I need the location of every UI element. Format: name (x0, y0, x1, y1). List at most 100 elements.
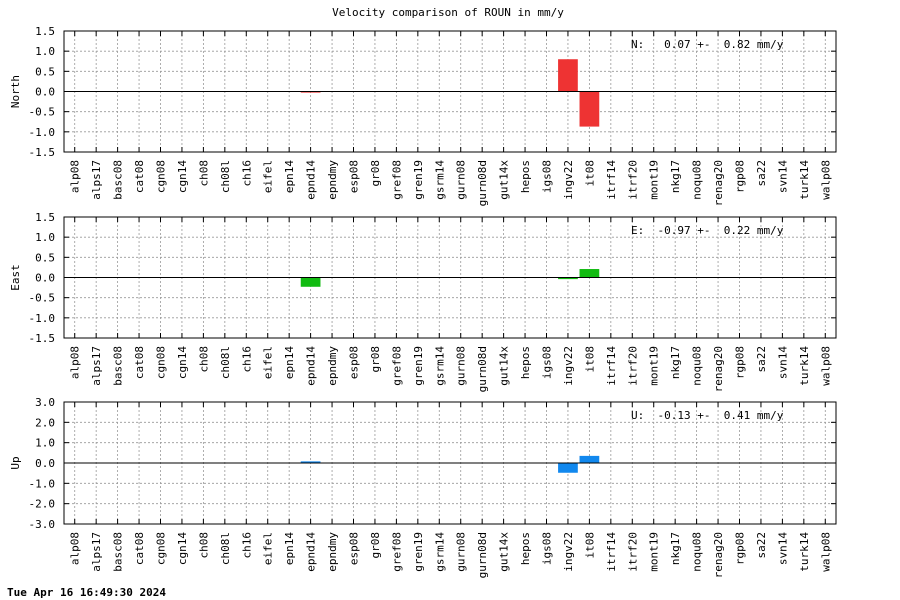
x-tick-label: sa22 (755, 346, 768, 373)
bar (579, 91, 600, 127)
x-tick-label: alp08 (69, 346, 82, 379)
y-axis-label: North (9, 75, 22, 108)
x-tick-label: nkg17 (669, 346, 682, 379)
x-tick-label: mont19 (648, 346, 661, 386)
x-tick-label: gref08 (390, 160, 403, 200)
x-tick-label: rgp08 (734, 160, 747, 193)
x-tick-label: itrf14 (605, 532, 618, 572)
x-tick-label: eifel (262, 160, 275, 193)
x-tick-label: cgn08 (155, 532, 168, 565)
x-tick-label: ingv22 (562, 532, 575, 572)
x-tick-label: noqu08 (691, 532, 704, 572)
y-tick-label: -0.5 (29, 106, 56, 119)
y-tick-label: 1.0 (35, 231, 55, 244)
panel-north: 1.5 1.0 0.5 0.0 -0.5 -1.0 -1.5 alp08 alps17 basc0… (9, 25, 837, 206)
timestamp: Tue Apr 16 16:49:30 2024 (7, 586, 166, 599)
y-tick-label: -1.0 (29, 126, 56, 139)
x-tick-label: epn14 (283, 160, 296, 193)
x-tick-label: nkg17 (669, 532, 682, 565)
x-tick-label: epndmy (326, 160, 339, 200)
y-tick-label: 0.5 (35, 251, 55, 264)
x-tick-label: turk14 (798, 532, 811, 572)
x-tick-label: ch08l (219, 346, 232, 379)
x-tick-label: nkg17 (669, 160, 682, 193)
x-tick-label: gurn08d (476, 346, 489, 392)
x-tick-label: hepos (519, 346, 532, 379)
bar (300, 277, 321, 287)
x-tick-label: ch08l (219, 160, 232, 193)
x-tick-label: epn14 (283, 532, 296, 565)
x-tick-label: cgn14 (176, 346, 189, 379)
y-tick-label: -1.0 (29, 312, 56, 325)
plot-frame (63, 30, 837, 153)
x-tick-label: gren19 (412, 346, 425, 386)
x-tick-label: cat08 (133, 160, 146, 193)
x-tick-label: gsrm14 (433, 346, 446, 386)
x-tick-label: basc08 (112, 532, 125, 572)
x-tick-label: gurn08d (476, 160, 489, 206)
x-tick-label: epnd14 (305, 346, 318, 386)
x-tick-label: alps17 (90, 532, 103, 572)
x-tick-label: alp08 (69, 160, 82, 193)
x-tick-label: ch08 (197, 532, 210, 559)
x-tick-label: cgn14 (176, 532, 189, 565)
x-tick-label: gurn08 (455, 346, 468, 386)
x-tick-label: epnd14 (305, 160, 318, 200)
x-tick-label: epndmy (326, 532, 339, 572)
x-tick-label: cgn08 (155, 346, 168, 379)
x-tick-label: noqu08 (691, 160, 704, 200)
x-tick-label: gsrm14 (433, 532, 446, 572)
y-axis-label: East (9, 264, 22, 291)
x-tick-label: noqu08 (691, 346, 704, 386)
x-tick-label: gurn08 (455, 532, 468, 572)
x-tick-label: gr08 (369, 532, 382, 559)
x-tick-label: alps17 (90, 346, 103, 386)
x-tick-label: it08 (583, 532, 596, 559)
x-tick-label: esp08 (348, 532, 361, 565)
x-tick-label: ingv22 (562, 160, 575, 200)
x-tick-label: gref08 (390, 346, 403, 386)
x-tick-label: mont19 (648, 532, 661, 572)
x-tick-label: gren19 (412, 160, 425, 200)
y-axis-label: Up (9, 456, 22, 469)
x-tick-label: renag20 (712, 346, 725, 392)
x-tick-label: svn14 (776, 346, 789, 379)
x-tick-label: rgp08 (734, 532, 747, 565)
bar (300, 461, 321, 463)
x-tick-label: cat08 (133, 532, 146, 565)
x-tick-label: gut14x (498, 346, 511, 386)
x-tick-label: eifel (262, 532, 275, 565)
y-tick-label: -1.5 (29, 332, 56, 345)
stats-annotation: U: -0.13 +- 0.41 mm/y (631, 409, 784, 422)
x-tick-label: alps17 (90, 160, 103, 200)
x-tick-label: walp08 (819, 346, 832, 386)
y-tick-label: -1.5 (29, 146, 56, 159)
x-tick-label: it08 (583, 346, 596, 373)
x-tick-label: alp08 (69, 532, 82, 565)
y-tick-label: -2.0 (29, 498, 56, 511)
x-tick-label: cgn08 (155, 160, 168, 193)
x-tick-label: mont19 (648, 160, 661, 200)
x-tick-label: walp08 (819, 160, 832, 200)
stats-annotation: N: 0.07 +- 0.82 mm/y (631, 38, 784, 51)
x-tick-label: it08 (583, 160, 596, 187)
x-tick-label: epn14 (283, 346, 296, 379)
panel-up: 3.0 2.0 1.0 0.0 -1.0 -2.0 -3.0 alp08 alps17 basc0… (9, 396, 837, 578)
x-tick-label: esp08 (348, 160, 361, 193)
y-tick-label: 3.0 (35, 396, 55, 409)
bar (558, 277, 578, 280)
plot-frame (63, 216, 837, 339)
x-tick-label: gr08 (369, 346, 382, 373)
y-tick-label: 1.0 (35, 45, 55, 58)
x-tick-label: itrf20 (626, 160, 639, 200)
x-tick-label: esp08 (348, 346, 361, 379)
chart-title: Velocity comparison of ROUN in mm/y (332, 6, 564, 19)
y-tick-label: -1.0 (29, 477, 56, 490)
x-tick-label: walp08 (819, 532, 832, 572)
x-tick-label: sa22 (755, 532, 768, 559)
stats-annotation: E: -0.97 +- 0.22 mm/y (631, 224, 784, 237)
panel-east: 1.5 1.0 0.5 0.0 -0.5 -1.0 -1.5 alp08 alps17 basc0… (9, 211, 837, 392)
x-tick-label: cgn14 (176, 160, 189, 193)
x-tick-label: igs08 (541, 532, 554, 565)
